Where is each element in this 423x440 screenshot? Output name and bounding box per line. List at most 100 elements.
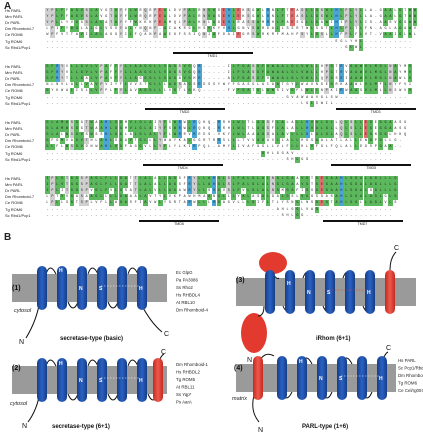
residue: - [222,157,225,162]
residue: R [139,15,142,20]
residue: - [296,101,299,106]
residue: W [399,77,402,82]
residue: - [232,213,235,218]
residue: W [89,132,94,139]
alignment-row: Mm PARL G L A M W S G G T W A A H L G G M V L G L A I Y F S W R W L R Q K… [5,126,420,133]
residue: L [162,176,168,182]
residue: - [213,207,216,212]
residue: A [134,195,137,200]
residue: N [201,14,207,21]
residue: V [79,132,85,139]
residue: - [247,95,250,100]
residue: - [70,213,73,218]
residue: L [294,76,300,83]
residue: A [296,177,299,181]
residue: Y [118,26,124,33]
residue: L [304,14,310,21]
residue: R [54,70,60,77]
residue: L [294,82,300,89]
residue: - [51,213,54,218]
residue: L [294,156,300,163]
residue: G [80,121,83,125]
residue: N [201,32,207,39]
residue: H [291,33,294,38]
residue: - [51,45,54,50]
residue: L [339,8,344,14]
residue: W [236,132,241,139]
residue: - [217,65,220,69]
residue: G [404,127,407,132]
residue: W [407,20,413,27]
residue: L [187,120,192,126]
residue: A [314,120,320,126]
residue: L [187,138,192,145]
residue: W [255,32,261,39]
residue: - [232,207,235,212]
residue: L [221,194,227,201]
residue: - [276,39,279,44]
topology-number: (1) [12,285,21,292]
residue: A [69,26,75,33]
residue: L [275,120,281,126]
residue: G [74,120,80,126]
residue: Q [404,133,407,138]
residue: L [157,200,163,207]
residue: F [227,89,230,94]
residue: L [378,188,384,195]
residue: H [301,139,304,144]
residue: L [168,133,171,138]
residue: - [100,95,103,100]
sequence-name: Dm Rhomboid-7 [5,194,35,200]
residue: L [54,176,60,182]
residue: G [301,157,304,162]
residue: G [324,126,330,133]
residue: M [198,195,201,200]
residue: A [129,89,132,94]
residue: - [198,95,201,100]
residue: G [294,212,300,219]
residue: A [383,14,388,21]
residue: W [172,132,178,139]
residue: - [237,45,240,50]
residue: L [74,76,80,83]
residue: S [286,201,289,206]
residue: - [144,157,147,162]
residue: G [237,27,240,32]
residue: W [236,120,241,126]
residue: A [89,182,94,189]
residue: A [314,138,320,145]
residue: F [49,76,55,83]
residue: N [139,27,142,32]
residue: - [374,33,377,38]
motif-label: N [307,290,311,296]
residue: - [154,213,157,218]
residue: N [270,188,276,195]
residue: A [394,121,397,125]
residue: A [345,139,348,144]
residue: - [75,95,78,100]
residue: A [353,88,359,95]
residue: - [213,39,216,44]
residue: L [413,33,416,38]
residue: A [329,182,335,189]
residue: - [257,151,260,156]
residue: P [98,88,104,95]
helix-tm6 [137,358,147,402]
residue: G [340,39,343,44]
residue: L [294,120,300,126]
residue: T [311,183,314,188]
residue: Q [198,33,201,38]
residue: V [232,89,235,94]
residue: L [227,195,230,200]
residue: A [70,83,73,88]
residue: - [193,151,196,156]
residue: - [291,45,294,50]
residue: N [271,15,274,20]
residue: H [103,144,109,151]
residue: R [139,9,142,13]
residue: - [374,101,377,106]
residue: G [314,206,320,213]
residue: A [388,8,393,14]
residue: I [266,83,269,88]
residue: - [257,39,260,44]
